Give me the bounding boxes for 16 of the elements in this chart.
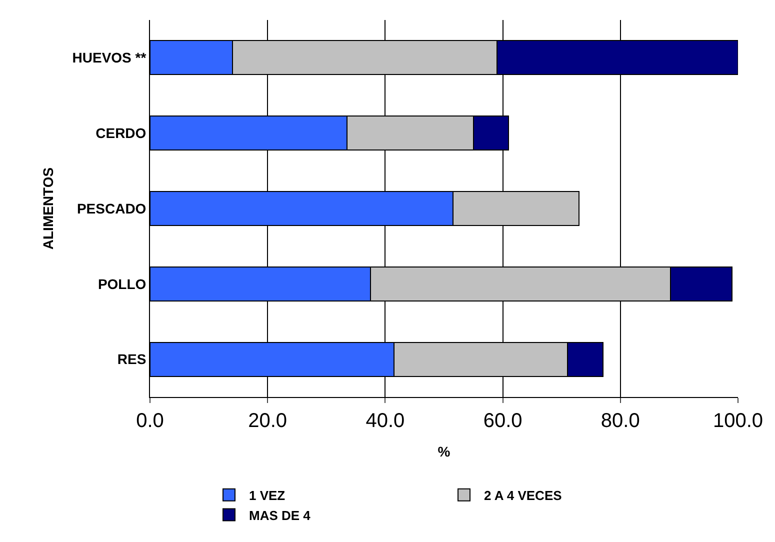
x-tick-label: 40.0	[366, 410, 405, 432]
x-tick-label: 100.0	[712, 410, 764, 432]
y-tick-label: RES	[117, 351, 146, 368]
legend-label: MAS DE 4	[249, 508, 312, 523]
legend-label: 1 VEZ	[249, 488, 286, 503]
x-tick-label: 80.0	[600, 410, 640, 432]
y-tick-label: PESCADO	[76, 200, 146, 216]
y-axis-title: ALIMENTOS	[40, 167, 56, 250]
legend-label: 2 A 4 VECES	[484, 488, 562, 503]
x-tick-label: 60.0	[483, 410, 522, 432]
y-tick-label: HUEVOS **	[72, 50, 147, 66]
x-tick-label: 0.0	[136, 410, 164, 432]
y-tick-label: CERDO	[96, 125, 146, 141]
x-tick-label: 20.0	[248, 410, 288, 432]
x-axis-title: %	[438, 443, 451, 460]
y-tick-label: POLLO	[98, 276, 146, 292]
